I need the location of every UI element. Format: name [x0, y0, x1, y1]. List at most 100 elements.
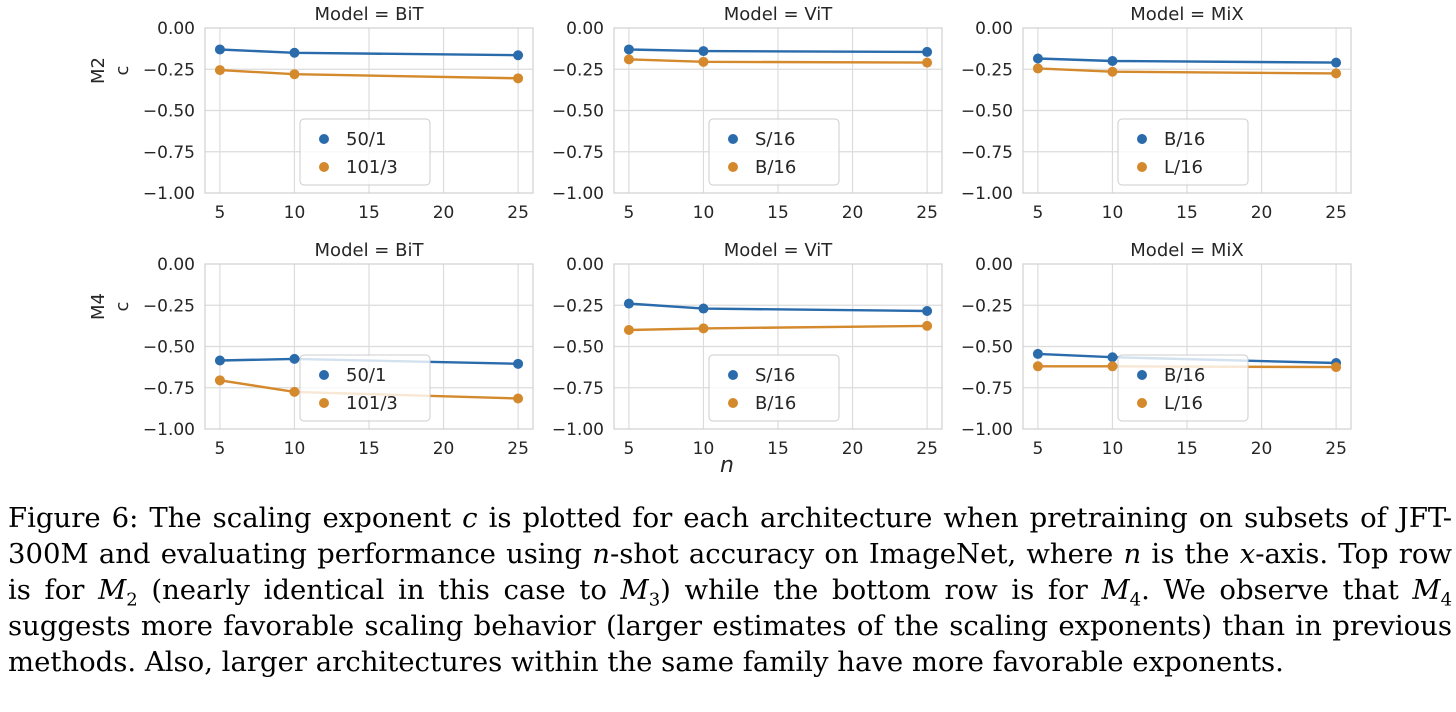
row-label-model: M4 [88, 293, 109, 320]
math-n: n [1123, 538, 1142, 570]
x-tick-label: 20 [1251, 439, 1273, 459]
x-tick-label: 20 [433, 203, 455, 223]
x-tick-label: 20 [1251, 203, 1273, 223]
legend-label: B/16 [755, 157, 796, 178]
math-c: c [462, 502, 478, 534]
data-point-50/1 [214, 44, 225, 55]
x-tick-label: 25 [1325, 203, 1347, 223]
caption-text: suggests more favorable scaling behavior… [8, 610, 1452, 678]
x-tick-label: 25 [507, 203, 529, 223]
math-M4: M [1101, 574, 1130, 606]
y-tick-label: 0.00 [157, 19, 195, 39]
x-tick-label: 5 [623, 203, 634, 223]
plot-frame [1022, 27, 1352, 194]
data-point-B/16 [922, 57, 933, 68]
legend-label: 50/1 [346, 129, 386, 150]
x-tick-label: 15 [358, 439, 380, 459]
subplot-title: Model = BiT [315, 240, 425, 261]
y-tick-label: −0.25 [552, 60, 604, 80]
legend-marker-L/16 [1137, 162, 1147, 172]
math-M4-sub: 4 [1129, 589, 1142, 611]
y-tick-label: 0.00 [975, 255, 1013, 275]
y-tick-label: −1.00 [143, 420, 195, 440]
x-tick-label: 5 [623, 439, 634, 459]
data-point-S/16 [698, 46, 709, 57]
legend-label: B/16 [755, 393, 796, 414]
data-point-B/16 [623, 325, 634, 335]
subplot-m4-left: 0.00 −0.25 −0.50 −0.75 −1.00 5 10 15 20 25 Model =… [143, 240, 534, 459]
y-tick-label: −0.50 [552, 102, 604, 122]
x-tick-label: 5 [214, 439, 225, 459]
subplot-m4-middle: 0.00 −0.25 −0.50 −0.75 −1.00 5 10 15 20 25 Model =… [552, 240, 943, 459]
legend-label: 50/1 [346, 365, 386, 386]
figure-caption: Figure 6: The scaling exponent c is plot… [8, 500, 1452, 680]
x-tick-label: 5 [1032, 203, 1043, 223]
y-tick-label: −0.75 [143, 379, 195, 399]
x-tick-label: 25 [916, 203, 938, 223]
data-point-L/16 [1032, 361, 1043, 372]
y-axis-label: c [112, 302, 133, 312]
plot-frame [613, 27, 943, 194]
x-tick-label: 5 [214, 203, 225, 223]
x-tick-label: 15 [1176, 439, 1198, 459]
y-tick-label: −1.00 [552, 420, 604, 440]
y-tick-label: −1.00 [961, 184, 1013, 204]
y-tick-label: −1.00 [552, 184, 604, 204]
caption-text: (nearly identical in this case to [137, 574, 621, 606]
y-tick-label: −0.75 [552, 379, 604, 399]
y-tick-label: −0.50 [143, 338, 195, 358]
y-tick-label: −0.25 [552, 296, 604, 316]
data-point-B/16 [1331, 57, 1342, 68]
legend-marker-B/16 [728, 162, 738, 172]
data-point-101/3 [289, 69, 300, 80]
y-tick-label: −0.75 [961, 143, 1013, 163]
data-point-50/1 [513, 50, 524, 61]
legend-marker-50/1 [319, 370, 329, 380]
legend-marker-B/16 [1137, 134, 1147, 144]
data-point-S/16 [623, 298, 634, 309]
data-point-L/16 [1331, 362, 1342, 373]
data-point-L/16 [1107, 361, 1118, 372]
legend-label: L/16 [1164, 157, 1203, 178]
plot-frame [204, 263, 534, 430]
math-M4: M [1412, 574, 1441, 606]
data-point-S/16 [698, 303, 709, 314]
y-tick-label: −0.25 [143, 296, 195, 316]
data-point-B/16 [1032, 348, 1043, 359]
y-tick-label: −0.50 [961, 338, 1013, 358]
x-tick-label: 10 [1102, 203, 1124, 223]
legend-box [299, 118, 431, 186]
y-tick-label: −0.75 [552, 143, 604, 163]
x-tick-label: 25 [507, 439, 529, 459]
caption-text: is the [1141, 538, 1240, 570]
subplot-title: Model = MiX [1130, 240, 1243, 261]
subplot-title: Model = ViT [724, 4, 833, 25]
data-point-101/3 [513, 73, 524, 84]
caption-text: ) while the bottom row is for [660, 574, 1102, 606]
legend-label: B/16 [1164, 129, 1205, 150]
caption-text: Figure 6: The scaling exponent [8, 502, 463, 534]
legend-box [708, 118, 840, 186]
x-axis-label: n [720, 453, 734, 478]
legend-label: 101/3 [346, 157, 398, 178]
y-axis-label: c [112, 66, 133, 76]
legend-label: B/16 [1164, 365, 1205, 386]
data-point-101/3 [513, 393, 524, 404]
data-point-B/16 [1032, 53, 1043, 64]
subplot-title: Model = ViT [724, 240, 833, 261]
data-point-B/16 [922, 320, 933, 331]
data-point-B/16 [698, 56, 709, 67]
x-tick-label: 15 [767, 439, 789, 459]
x-tick-label: 20 [842, 439, 864, 459]
subplot-title: Model = BiT [315, 4, 425, 25]
caption-text: -axis. Top row is for [8, 538, 1453, 606]
data-point-101/3 [289, 386, 300, 397]
x-tick-label: 10 [284, 203, 306, 223]
math-M2: M [98, 574, 127, 606]
legend-label: L/16 [1164, 393, 1203, 414]
y-tick-label: −0.25 [961, 296, 1013, 316]
plot-frame [1022, 263, 1352, 430]
x-tick-label: 10 [284, 439, 306, 459]
legend-marker-B/16 [1137, 370, 1147, 380]
subplot-title: Model = MiX [1130, 4, 1243, 25]
